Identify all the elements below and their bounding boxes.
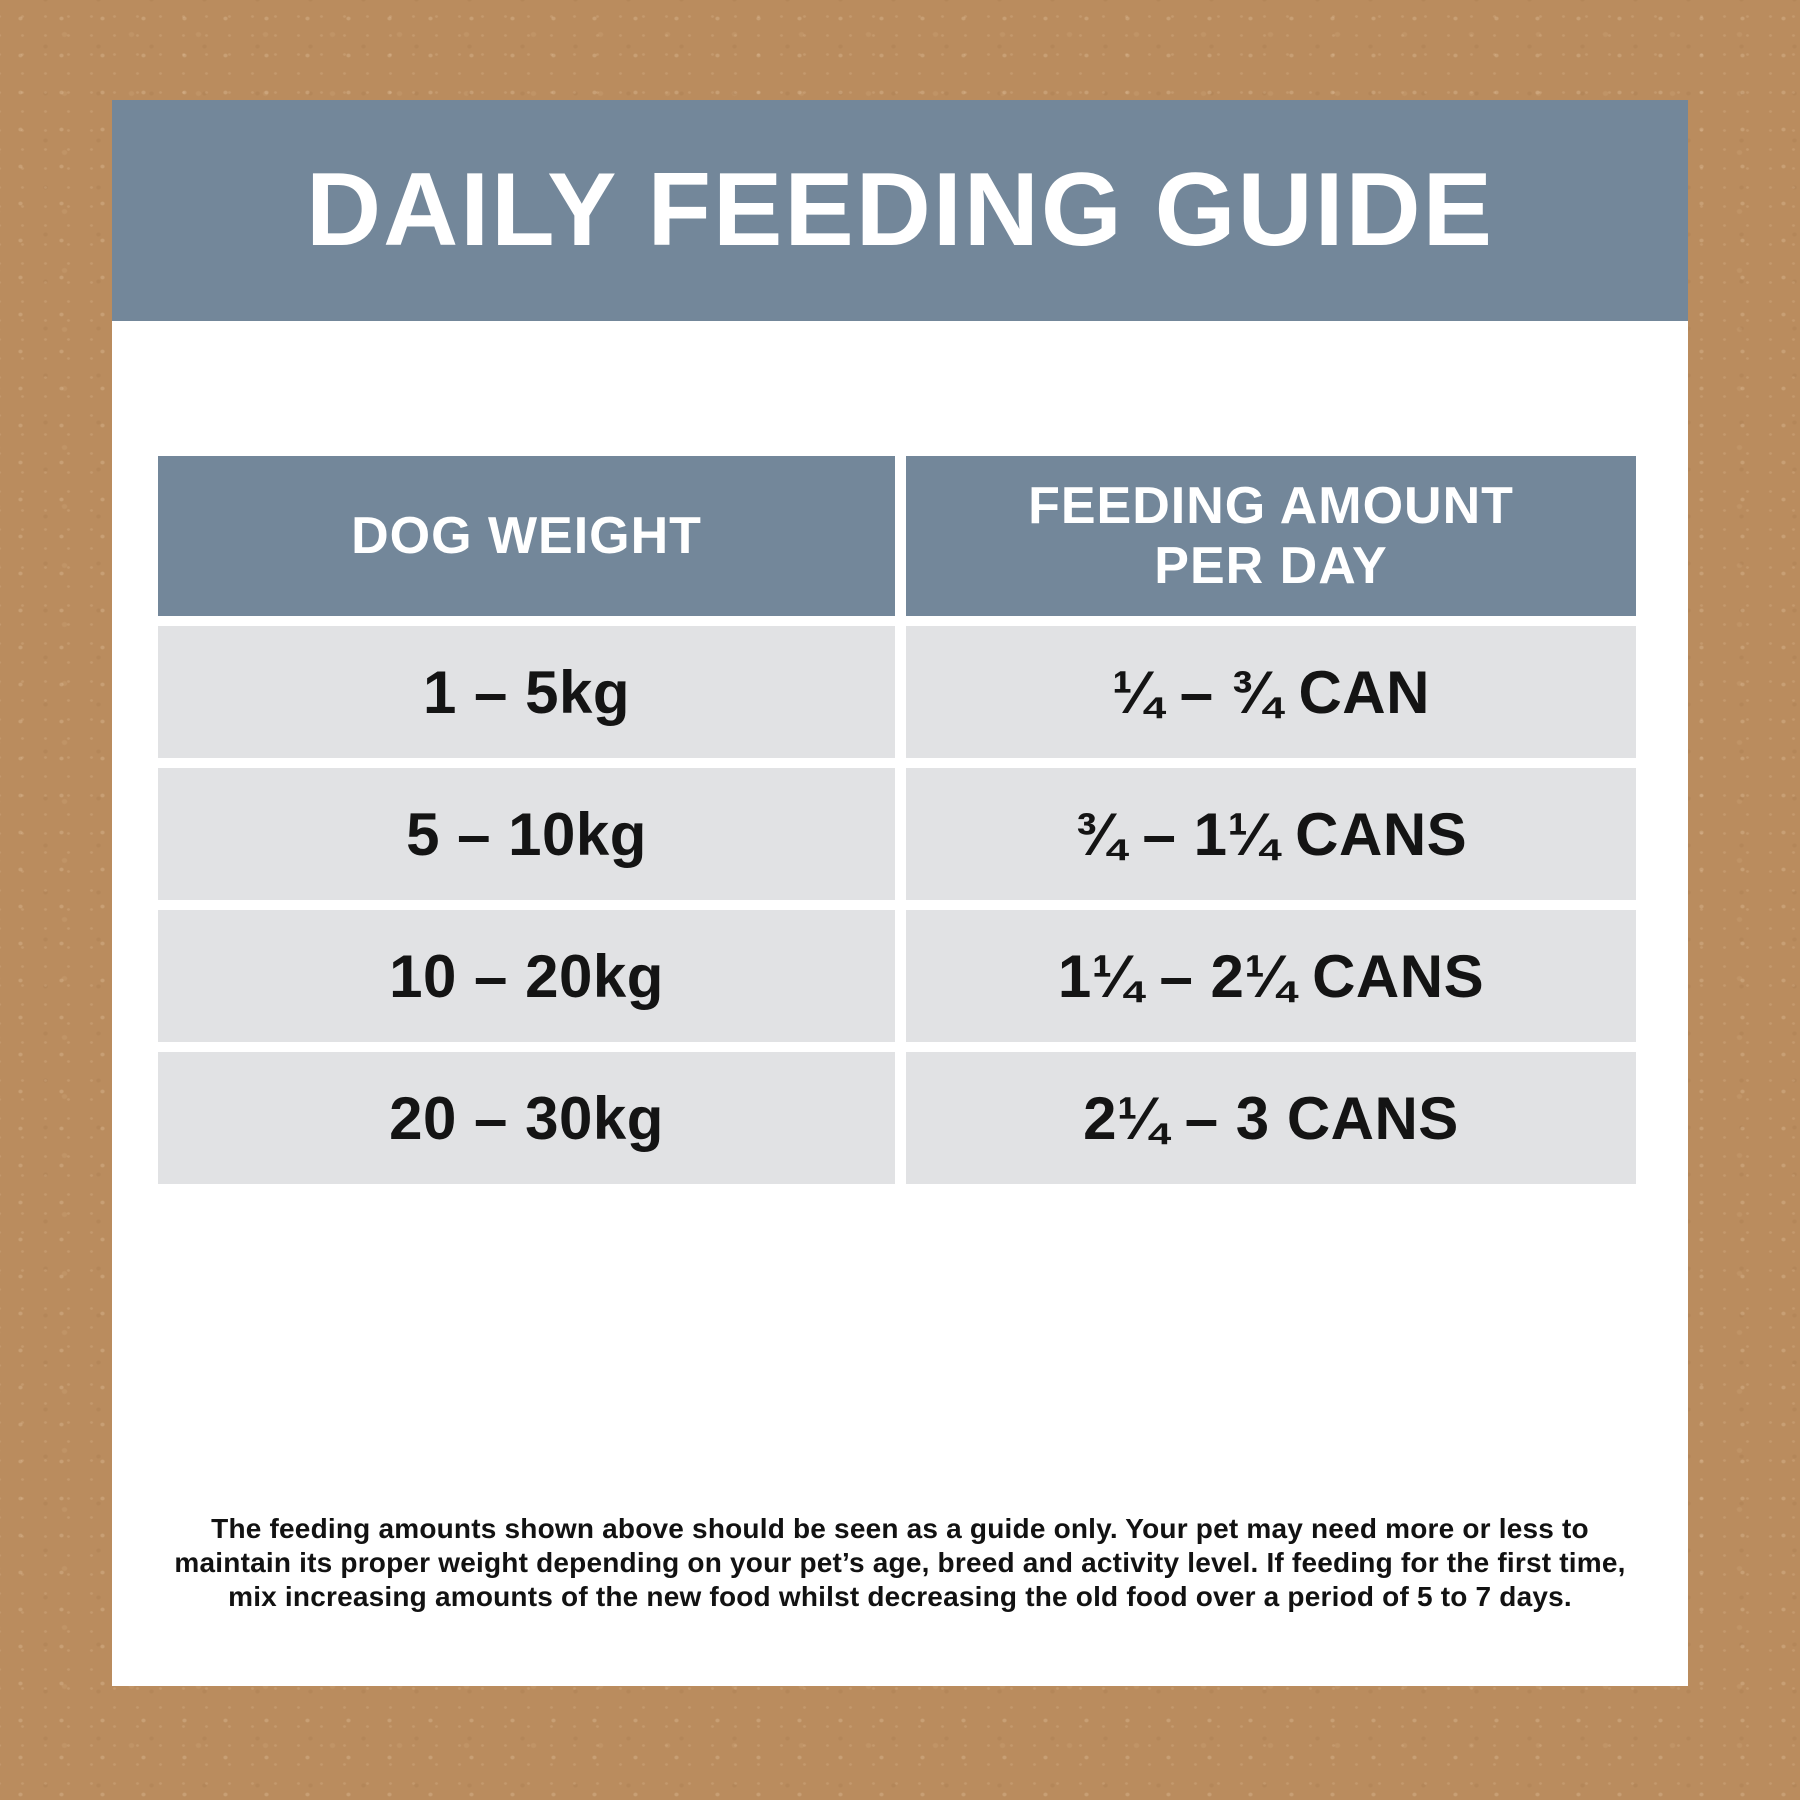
footnote-line-3: mix increasing amounts of the new food w… [228,1581,1572,1612]
table-row-1-weight-cell: 1 – 5kg [158,626,895,758]
table-row-2-amount-cell: ¾ – 1¼ CANS [906,768,1636,900]
column-header-label-line2: PER DAY [1154,537,1388,595]
amount-value: 1¼ – 2¼ CANS [1057,942,1485,1010]
amount-value: ¾ – 1¼ CANS [1074,800,1468,868]
weight-value: 1 – 5kg [423,658,630,726]
weight-value: 20 – 30kg [389,1084,664,1152]
footnote-line-1: The feeding amounts shown above should b… [211,1513,1589,1544]
table-row-4-weight-cell: 20 – 30kg [158,1052,895,1184]
table-row-1-amount-cell: ¼ – ¾ CAN [906,626,1636,758]
table-row-2-weight-cell: 5 – 10kg [158,768,895,900]
table-row-3-weight-cell: 10 – 20kg [158,910,895,1042]
column-header-feeding-amount: FEEDING AMOUNT PER DAY [906,456,1636,616]
table-row-4-amount-cell: 2¼ – 3 CANS [906,1052,1636,1184]
table-row-3-amount-cell: 1¼ – 2¼ CANS [906,910,1636,1042]
footnote-line-2: maintain its proper weight depending on … [174,1547,1626,1578]
amount-value: 2¼ – 3 CANS [1083,1084,1459,1152]
weight-value: 10 – 20kg [389,942,664,1010]
column-header-dog-weight: DOG WEIGHT [158,456,895,616]
column-header-label: DOG WEIGHT [351,507,702,565]
footnote: The feeding amounts shown above should b… [112,1512,1688,1614]
title-bar: DAILY FEEDING GUIDE [112,100,1688,321]
weight-value: 5 – 10kg [406,800,647,868]
amount-value: ¼ – ¾ CAN [1112,658,1430,726]
page-title: DAILY FEEDING GUIDE [306,152,1494,268]
feeding-guide-panel: DAILY FEEDING GUIDE DOG WEIGHT FEEDING A… [112,100,1688,1686]
feeding-table: DOG WEIGHT FEEDING AMOUNT PER DAY 1 – 5k… [158,456,1636,1184]
column-header-label-line1: FEEDING AMOUNT [1028,477,1514,535]
